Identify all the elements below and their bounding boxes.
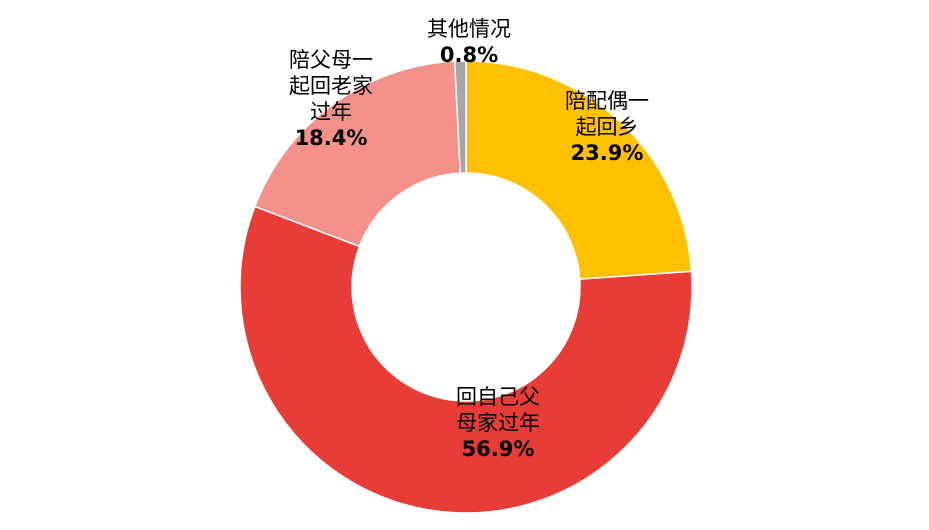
slice-label-line: 起回乡 — [576, 115, 639, 139]
donut-slice-2 — [239, 205, 693, 514]
slice-label-line: 其他情况 — [427, 17, 511, 41]
donut-slice-4 — [453, 60, 467, 174]
donut-slice-3 — [253, 60, 462, 248]
donut-slice-1 — [465, 60, 693, 280]
slice-value-label: 23.9% — [571, 141, 644, 165]
slice-label-line: 陪父母一 — [289, 48, 373, 72]
slice-label-line: 母家过年 — [456, 411, 540, 435]
slice-label-line: 回自己父 — [456, 385, 540, 409]
slice-label-line: 陪配偶一 — [565, 89, 649, 113]
slice-value-label: 18.4% — [295, 126, 368, 150]
slice-value-label: 0.8% — [440, 43, 498, 67]
slices-group — [239, 60, 693, 514]
slice-value-label: 56.9% — [462, 437, 535, 461]
slice-label-line: 起回老家 — [289, 74, 373, 98]
slice-label-line: 过年 — [310, 100, 352, 124]
